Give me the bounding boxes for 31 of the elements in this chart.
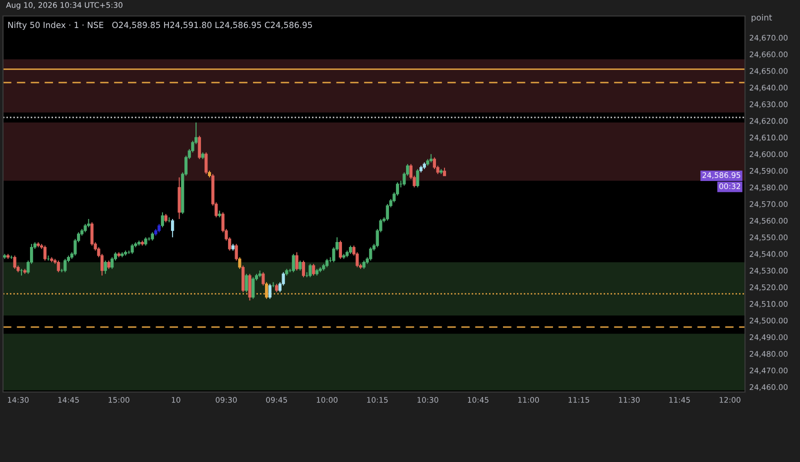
candlestick <box>198 135 201 160</box>
candlestick <box>248 273 252 301</box>
candlestick <box>242 265 245 293</box>
y-axis-title: point <box>752 14 772 22</box>
candlestick <box>338 240 342 260</box>
candlestick <box>204 152 208 175</box>
candlestick <box>90 222 94 246</box>
candlestick <box>43 245 47 262</box>
candlestick <box>416 168 420 188</box>
candlestick <box>432 156 436 170</box>
candlestick <box>238 256 242 270</box>
candlestick <box>252 276 255 300</box>
candlestick <box>56 260 60 273</box>
candlestick <box>244 273 248 293</box>
candlestick <box>369 246 372 262</box>
candlestick <box>104 260 107 274</box>
candlestick <box>298 260 302 272</box>
candlestick <box>308 263 312 278</box>
candlestick <box>295 252 298 272</box>
candlestick <box>268 283 272 300</box>
candlestick <box>292 253 295 273</box>
candlestick <box>64 258 67 273</box>
text: Nifty 50 Index · 1 · NSE O24,589.85 H24,591.80 L24,586.95 C24,586.95 <box>8 22 312 30</box>
candlestick <box>130 243 134 254</box>
candlestick <box>171 218 174 238</box>
candlestick <box>234 243 238 262</box>
candlestick <box>262 272 265 286</box>
candlestick <box>13 255 16 270</box>
candlestick <box>312 263 316 276</box>
candlestick <box>302 260 306 278</box>
candlestick <box>160 212 164 228</box>
